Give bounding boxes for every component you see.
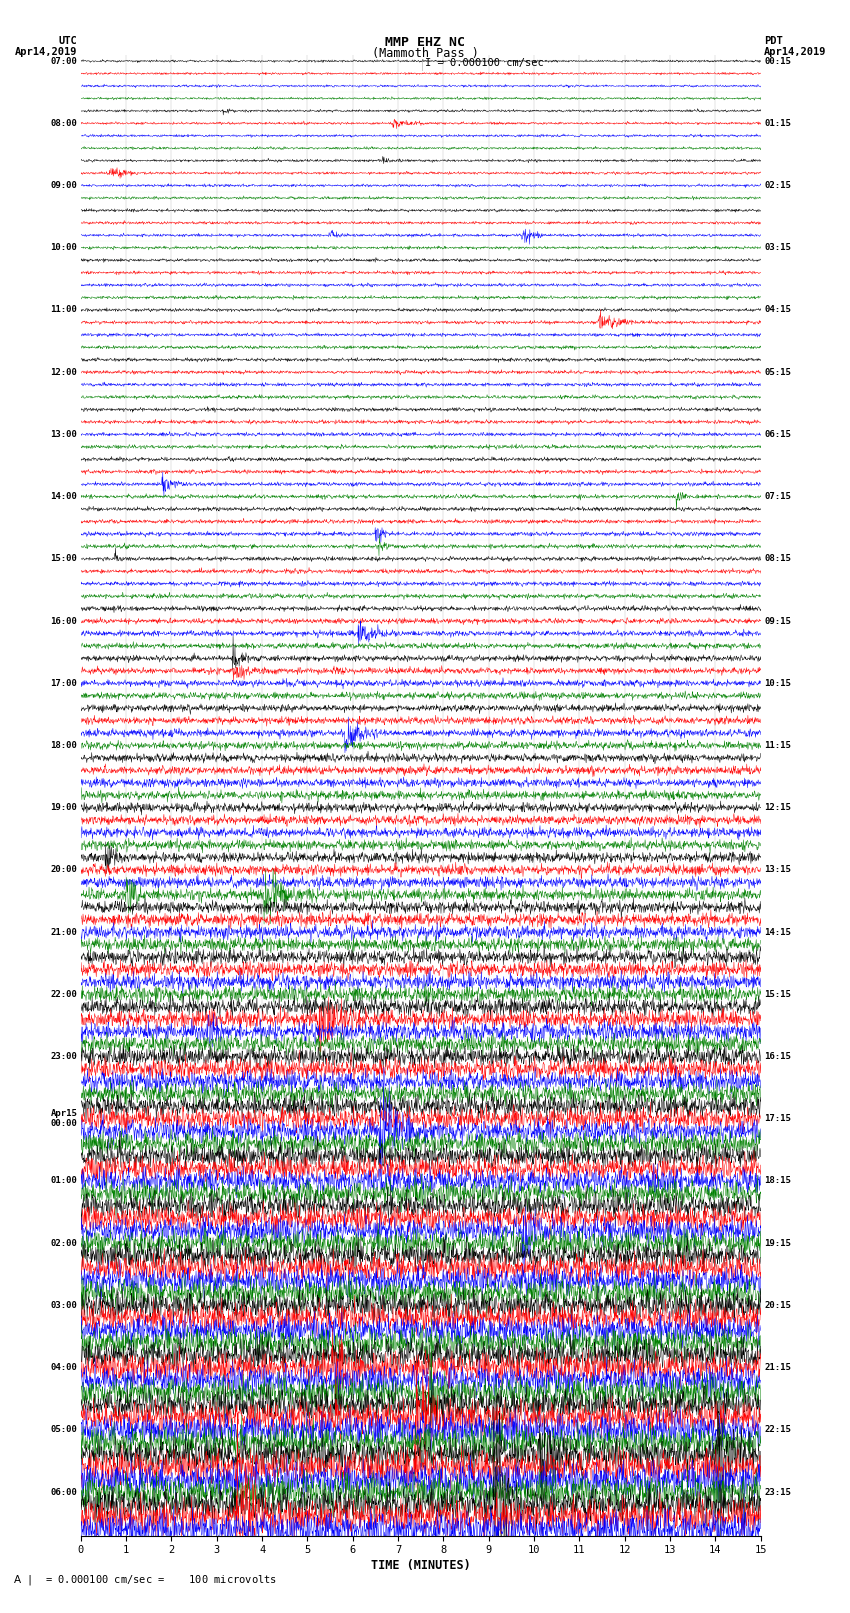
Text: 19:00: 19:00 [50, 803, 77, 813]
Text: 17:15: 17:15 [764, 1115, 791, 1123]
Text: 18:00: 18:00 [50, 740, 77, 750]
Text: 14:15: 14:15 [764, 927, 791, 937]
Text: PDT: PDT [764, 37, 783, 47]
Text: 09:15: 09:15 [764, 616, 791, 626]
Text: 12:00: 12:00 [50, 368, 77, 377]
Text: 01:00: 01:00 [50, 1176, 77, 1186]
Text: (Mammoth Pass ): (Mammoth Pass ) [371, 47, 479, 60]
Text: 23:15: 23:15 [764, 1487, 791, 1497]
Text: 15:00: 15:00 [50, 555, 77, 563]
Text: 14:00: 14:00 [50, 492, 77, 502]
Text: 04:15: 04:15 [764, 305, 791, 315]
Text: 10:00: 10:00 [50, 244, 77, 252]
Text: 01:15: 01:15 [764, 119, 791, 127]
Text: 20:15: 20:15 [764, 1300, 791, 1310]
Text: 11:15: 11:15 [764, 740, 791, 750]
Text: 02:00: 02:00 [50, 1239, 77, 1248]
Text: 06:15: 06:15 [764, 429, 791, 439]
Text: MMP EHZ NC: MMP EHZ NC [385, 37, 465, 50]
Text: 22:00: 22:00 [50, 990, 77, 998]
Text: 18:15: 18:15 [764, 1176, 791, 1186]
Text: 22:15: 22:15 [764, 1426, 791, 1434]
Text: 09:00: 09:00 [50, 181, 77, 190]
Text: 19:15: 19:15 [764, 1239, 791, 1248]
Text: 23:00: 23:00 [50, 1052, 77, 1061]
Text: 13:15: 13:15 [764, 865, 791, 874]
Text: UTC: UTC [59, 37, 77, 47]
Text: 10:15: 10:15 [764, 679, 791, 687]
Text: 08:00: 08:00 [50, 119, 77, 127]
Text: 17:00: 17:00 [50, 679, 77, 687]
Text: 00:15: 00:15 [764, 56, 791, 66]
Text: 07:15: 07:15 [764, 492, 791, 502]
Text: 03:15: 03:15 [764, 244, 791, 252]
Text: 08:15: 08:15 [764, 555, 791, 563]
Text: 05:00: 05:00 [50, 1426, 77, 1434]
Text: Apr15
00:00: Apr15 00:00 [50, 1110, 77, 1129]
Text: 16:00: 16:00 [50, 616, 77, 626]
Text: Apr14,2019: Apr14,2019 [764, 47, 827, 56]
Text: 20:00: 20:00 [50, 865, 77, 874]
Text: 15:15: 15:15 [764, 990, 791, 998]
X-axis label: TIME (MINUTES): TIME (MINUTES) [371, 1560, 471, 1573]
Text: 21:15: 21:15 [764, 1363, 791, 1373]
Text: 12:15: 12:15 [764, 803, 791, 813]
Text: 02:15: 02:15 [764, 181, 791, 190]
Text: 16:15: 16:15 [764, 1052, 791, 1061]
Text: 21:00: 21:00 [50, 927, 77, 937]
Text: Apr14,2019: Apr14,2019 [14, 47, 77, 56]
Text: 03:00: 03:00 [50, 1300, 77, 1310]
Text: 07:00: 07:00 [50, 56, 77, 66]
Text: I = 0.000100 cm/sec: I = 0.000100 cm/sec [425, 58, 544, 68]
Text: $\mathsf{A}$ |  = 0.000100 cm/sec =    100 microvolts: $\mathsf{A}$ | = 0.000100 cm/sec = 100 m… [13, 1573, 277, 1587]
Text: 04:00: 04:00 [50, 1363, 77, 1373]
Text: 06:00: 06:00 [50, 1487, 77, 1497]
Text: 05:15: 05:15 [764, 368, 791, 377]
Text: 11:00: 11:00 [50, 305, 77, 315]
Text: 13:00: 13:00 [50, 429, 77, 439]
